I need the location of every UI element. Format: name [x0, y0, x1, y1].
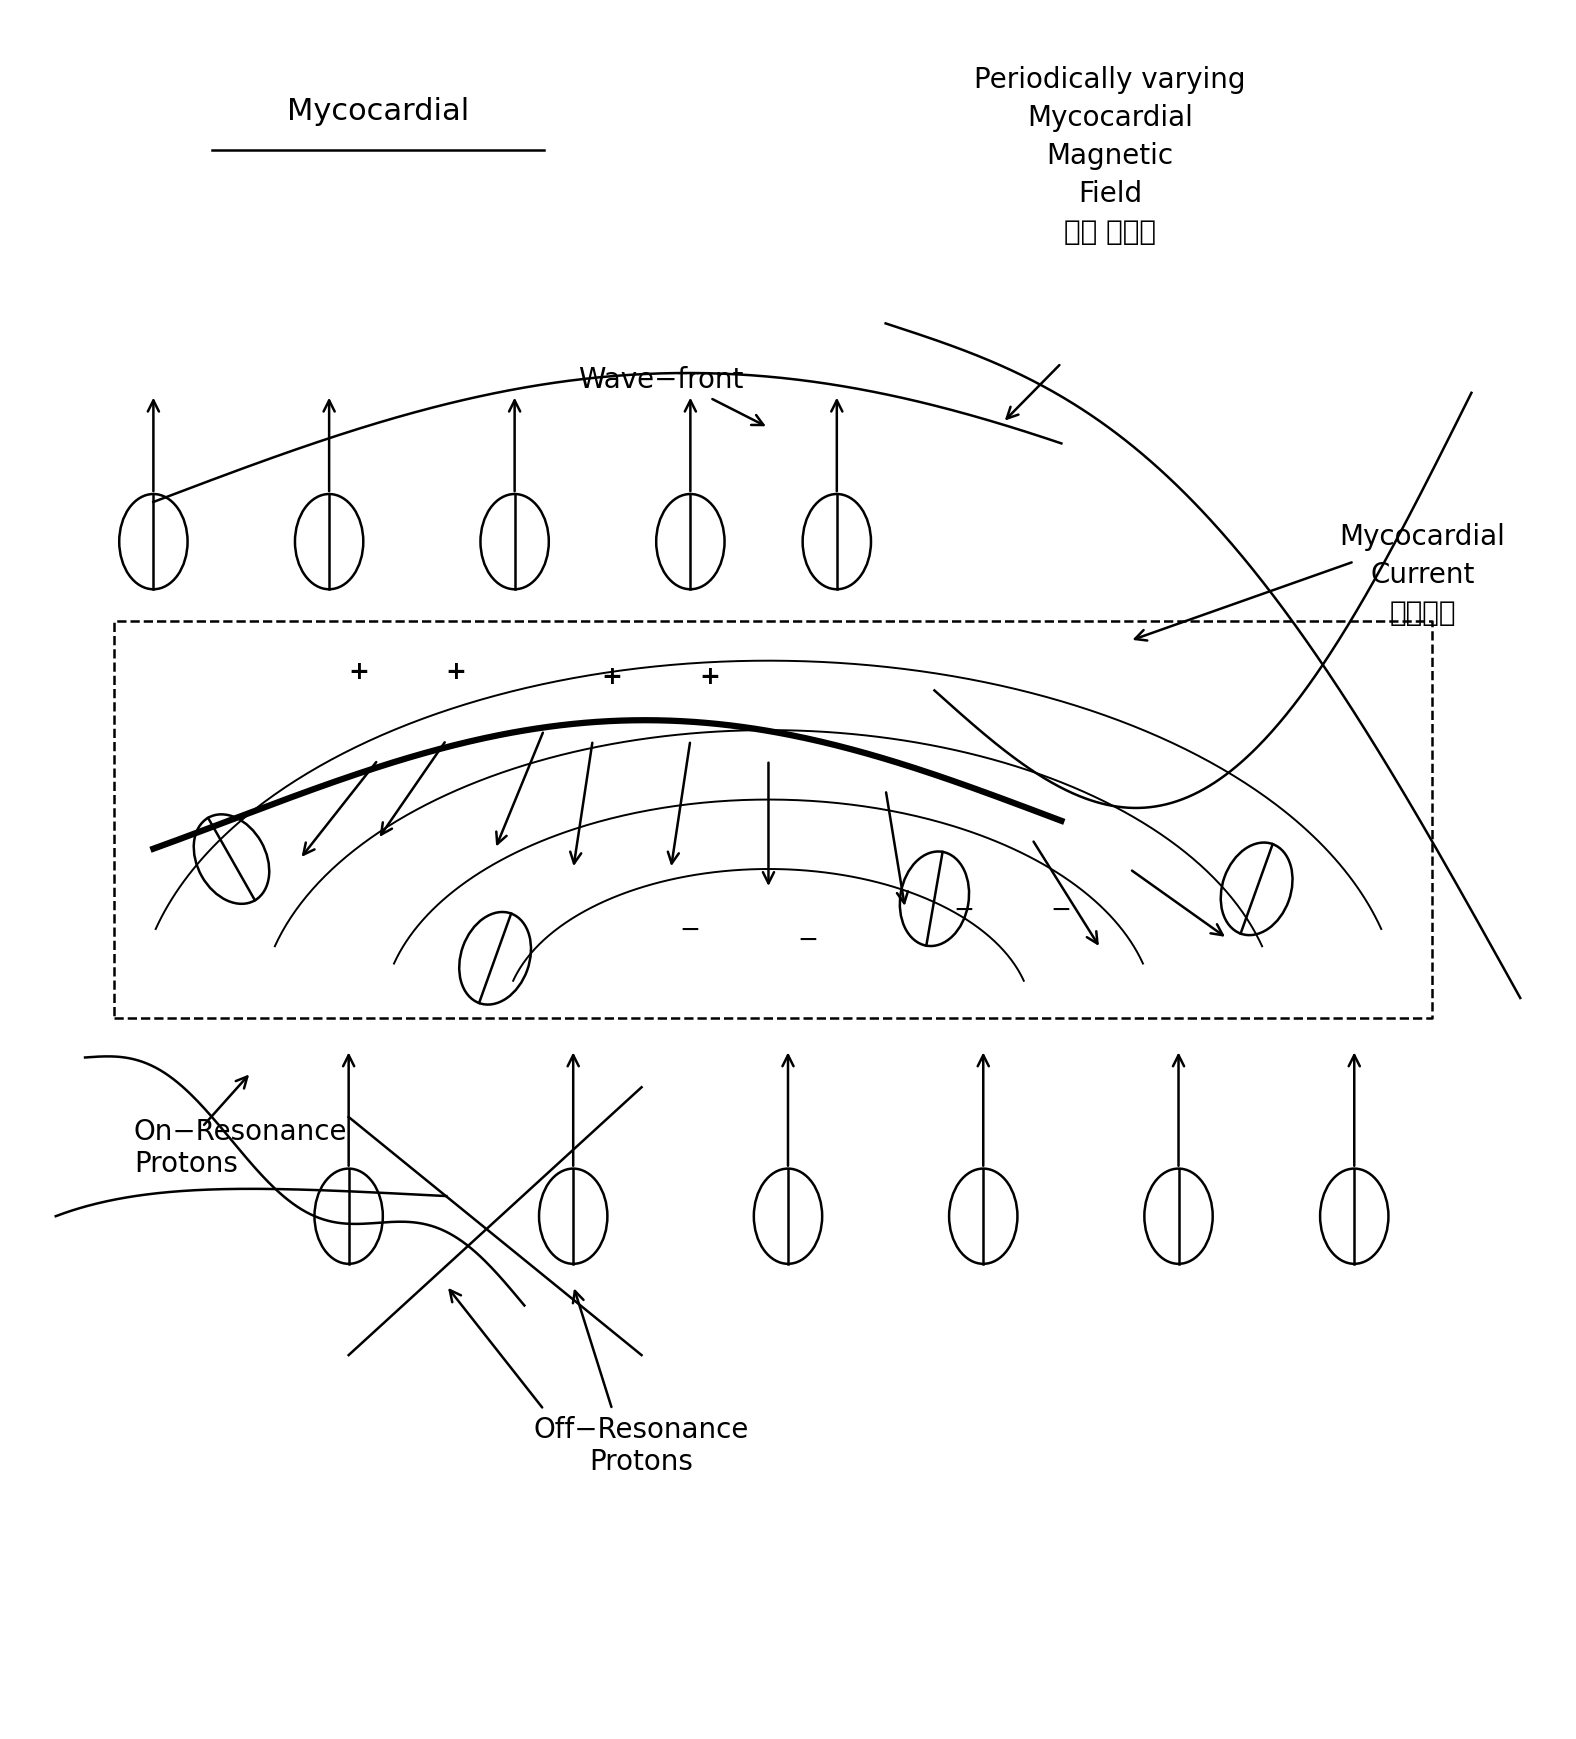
Text: On−Resonance
Protons: On−Resonance Protons [134, 1118, 347, 1177]
Text: Mycocardial: Mycocardial [287, 97, 470, 125]
Text: Periodically varying
Mycocardial
Magnetic
Field
심근 자기장: Periodically varying Mycocardial Magneti… [974, 66, 1247, 245]
Text: +: + [602, 664, 623, 689]
Text: −: − [953, 897, 974, 922]
Text: +: + [700, 664, 720, 689]
Text: Wave−front: Wave−front [578, 365, 744, 393]
Text: +: + [446, 659, 466, 683]
Text: +: + [348, 659, 369, 683]
Text: −: − [797, 927, 818, 951]
Text: Off−Resonance
Protons: Off−Resonance Protons [534, 1416, 749, 1475]
Text: Mycocardial
Current
심근전류: Mycocardial Current 심근전류 [1340, 522, 1505, 626]
Text: −: − [1051, 897, 1072, 922]
Text: −: − [679, 916, 701, 941]
